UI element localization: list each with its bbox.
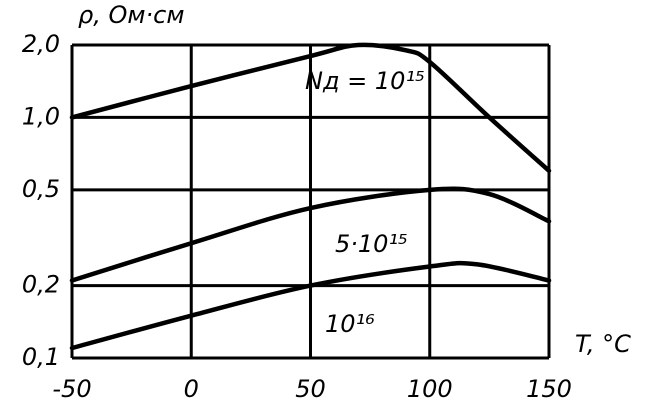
curve-label: 10¹⁶ (325, 310, 375, 338)
y-tick-label: 0,2 (22, 271, 60, 299)
curve (69, 260, 552, 351)
y-tick-label: 1,0 (22, 102, 60, 130)
x-tick-label: 150 (526, 375, 572, 403)
y-tick-label: 0,5 (22, 175, 60, 203)
x-tick-label: -50 (52, 375, 91, 403)
curve (69, 186, 552, 283)
curve-label: 5·10¹⁵ (335, 230, 408, 258)
x-tick-label: 50 (295, 375, 326, 403)
y-axis-label: ρ, Ом·см (78, 1, 184, 29)
x-tick-label: 0 (184, 375, 199, 403)
y-tick-label: 0,1 (22, 343, 60, 371)
y-tick-label: 2,0 (22, 30, 60, 58)
x-tick-label: 100 (407, 375, 453, 403)
curve-label: Nд = 10¹⁵ (305, 67, 425, 95)
curve (69, 42, 552, 174)
x-axis-label: T, °C (575, 330, 631, 358)
